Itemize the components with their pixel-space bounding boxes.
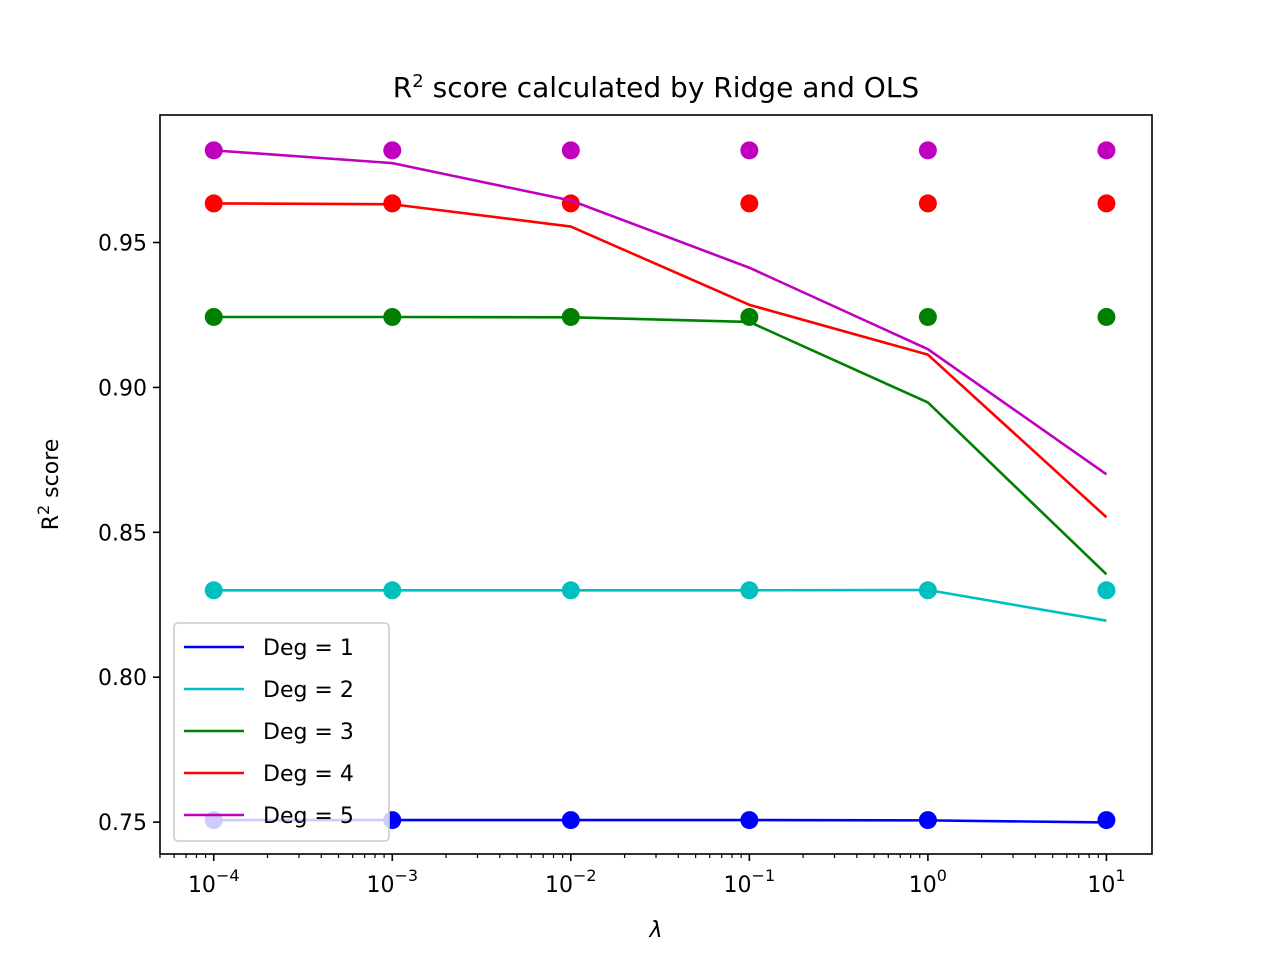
legend-label: Deg = 5 — [263, 804, 354, 829]
y-tick-label: 0.90 — [98, 376, 147, 401]
y-tick-label: 0.80 — [98, 666, 147, 691]
ols-point — [918, 307, 937, 326]
x-tick-label: 101 — [1087, 866, 1125, 898]
ols-point — [918, 141, 937, 160]
ols-point — [740, 194, 759, 213]
x-tick-label: 10−3 — [366, 866, 418, 898]
ridge-series-line — [213, 149, 1108, 476]
ols-point — [383, 141, 402, 160]
y-tick-label: 0.95 — [98, 232, 147, 257]
ols-point — [918, 194, 937, 213]
ridge-series-line — [213, 315, 1108, 576]
x-axis: 10−4 10−3 10−2 10−1 100 101 — [159, 854, 1126, 898]
ols-point — [561, 141, 580, 160]
legend-label: Deg = 1 — [263, 636, 354, 661]
ridge-lines — [213, 149, 1108, 824]
x-tick-label: 10−1 — [724, 866, 776, 898]
ridge-series-line — [213, 588, 1107, 622]
ridge-series-line — [213, 202, 1108, 519]
ols-point — [740, 141, 759, 160]
ols-point — [1097, 307, 1116, 326]
ols-point — [1097, 581, 1116, 600]
legend-label: Deg = 4 — [263, 762, 354, 787]
legend-label: Deg = 2 — [263, 678, 354, 703]
x-axis-title: λ — [648, 918, 662, 943]
legend: Deg = 1 Deg = 2 Deg = 3 Deg = 4 Deg = 5 — [173, 622, 390, 842]
x-tick-label: 100 — [909, 866, 947, 898]
x-tick-label: 10−4 — [188, 866, 240, 898]
chart-title: R2 score calculated by Ridge and OLS — [393, 71, 919, 104]
ols-point — [1097, 141, 1116, 160]
y-tick-label: 0.75 — [98, 811, 147, 836]
ols-point — [1097, 194, 1116, 213]
legend-label: Deg = 3 — [263, 720, 354, 745]
ols-point — [1097, 811, 1116, 830]
x-tick-label: 10−2 — [545, 866, 597, 898]
y-axis-title: R2 score — [34, 439, 64, 531]
legend-box — [173, 622, 390, 842]
y-axis: 0.75 0.80 0.85 0.90 0.95 — [98, 232, 160, 836]
y-tick-label: 0.85 — [98, 521, 147, 546]
